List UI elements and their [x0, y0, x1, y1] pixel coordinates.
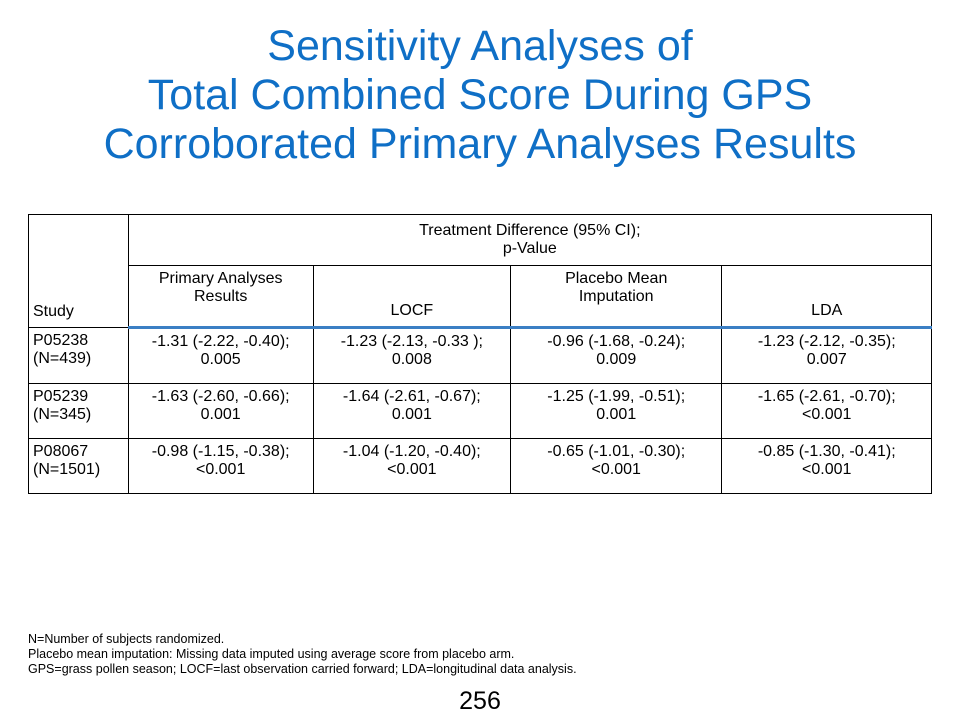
- value-cell: -1.23 (-2.12, -0.35); 0.007: [721, 327, 932, 384]
- footnote-1: N=Number of subjects randomized.: [28, 632, 225, 646]
- title-line-1: Sensitivity Analyses of: [267, 22, 693, 70]
- p-value: 0.007: [806, 351, 847, 368]
- value-cell: -1.25 (-1.99, -0.51); 0.001: [509, 383, 723, 439]
- ci-value: -0.98 (-1.15, -0.38);: [151, 443, 290, 460]
- column-header-line: Primary Analyses: [158, 270, 283, 287]
- ci-value: -1.31 (-2.22, -0.40);: [151, 333, 290, 350]
- p-value: <0.001: [591, 461, 641, 478]
- p-value: 0.005: [200, 351, 241, 368]
- study-n: (N=345): [33, 406, 92, 423]
- p-value: <0.001: [387, 461, 437, 478]
- p-value: 0.001: [200, 406, 241, 423]
- ci-value: -1.23 (-2.12, -0.35);: [757, 333, 896, 350]
- ci-value: -1.23 (-2.13, -0.33 );: [340, 333, 483, 350]
- footnote-2: Placebo mean imputation: Missing data im…: [28, 647, 515, 661]
- table-row: P05239 (N=345) -1.63 (-2.60, -0.66); 0.0…: [28, 383, 932, 439]
- p-value: 0.001: [596, 406, 637, 423]
- table-row: P05238 (N=439) -1.31 (-2.22, -0.40); 0.0…: [28, 327, 932, 384]
- study-n: (N=1501): [33, 461, 101, 478]
- study-id: P05238: [33, 332, 89, 349]
- results-table: Study Treatment Difference (95% CI); p-V…: [28, 214, 933, 494]
- value-cell: -1.65 (-2.61, -0.70); <0.001: [721, 383, 932, 439]
- p-value: <0.001: [802, 461, 852, 478]
- treatment-difference-header: Treatment Difference (95% CI); p-Value: [127, 214, 933, 266]
- study-n: (N=439): [33, 350, 92, 367]
- column-header-line: Results: [193, 288, 248, 305]
- value-cell: -0.85 (-1.30, -0.41); <0.001: [721, 438, 932, 494]
- column-header-locf: LOCF: [312, 265, 511, 329]
- value-cell: -1.23 (-2.13, -0.33 ); 0.008: [312, 327, 511, 384]
- column-header-line: Placebo Mean: [565, 270, 668, 287]
- ci-value: -1.25 (-1.99, -0.51);: [547, 388, 686, 405]
- value-cell: -0.98 (-1.15, -0.38); <0.001: [127, 438, 314, 494]
- group-header-line-1: Treatment Difference (95% CI);: [419, 222, 641, 239]
- footnote-3: GPS=grass pollen season; LOCF=last obser…: [28, 662, 577, 676]
- ci-value: -1.63 (-2.60, -0.66);: [151, 388, 290, 405]
- group-header-line-2: p-Value: [502, 240, 557, 257]
- title-line-2: Total Combined Score During GPS: [147, 71, 813, 119]
- study-cell: P05239 (N=345): [28, 383, 129, 439]
- ci-value: -0.96 (-1.68, -0.24);: [547, 333, 686, 350]
- value-cell: -0.65 (-1.01, -0.30); <0.001: [509, 438, 723, 494]
- study-cell: P08067 (N=1501): [28, 438, 129, 494]
- column-header-primary-analyses: Primary Analyses Results: [127, 265, 314, 329]
- title-line-3: Corroborated Primary Analyses Results: [103, 120, 857, 168]
- footnotes: N=Number of subjects randomized. Placebo…: [28, 632, 577, 677]
- value-cell: -1.31 (-2.22, -0.40); 0.005: [127, 327, 314, 384]
- ci-value: -1.65 (-2.61, -0.70);: [757, 388, 896, 405]
- p-value: 0.008: [391, 351, 432, 368]
- p-value: <0.001: [195, 461, 246, 478]
- p-value: 0.001: [391, 406, 432, 423]
- value-cell: -1.63 (-2.60, -0.66); 0.001: [127, 383, 314, 439]
- p-value: 0.009: [596, 351, 637, 368]
- study-id: P05239: [33, 388, 89, 405]
- table-row: P08067 (N=1501) -0.98 (-1.15, -0.38); <0…: [28, 438, 932, 494]
- study-id: P08067: [33, 443, 89, 460]
- slide-title: Sensitivity Analyses of Total Combined S…: [0, 22, 960, 169]
- page-number: 256: [459, 687, 501, 715]
- column-header-placebo-mean-imputation: Placebo Mean Imputation: [509, 265, 723, 329]
- study-column-header: Study: [28, 214, 129, 328]
- value-cell: -1.64 (-2.61, -0.67); 0.001: [312, 383, 511, 439]
- p-value: <0.001: [802, 406, 852, 423]
- ci-value: -1.64 (-2.61, -0.67);: [342, 388, 481, 405]
- column-header-line: Imputation: [578, 288, 654, 305]
- value-cell: -0.96 (-1.68, -0.24); 0.009: [509, 327, 723, 384]
- ci-value: -1.04 (-1.20, -0.40);: [342, 443, 481, 460]
- ci-value: -0.85 (-1.30, -0.41);: [757, 443, 896, 460]
- value-cell: -1.04 (-1.20, -0.40); <0.001: [312, 438, 511, 494]
- ci-value: -0.65 (-1.01, -0.30);: [547, 443, 686, 460]
- column-header-lda: LDA: [721, 265, 932, 329]
- study-cell: P05238 (N=439): [28, 327, 129, 384]
